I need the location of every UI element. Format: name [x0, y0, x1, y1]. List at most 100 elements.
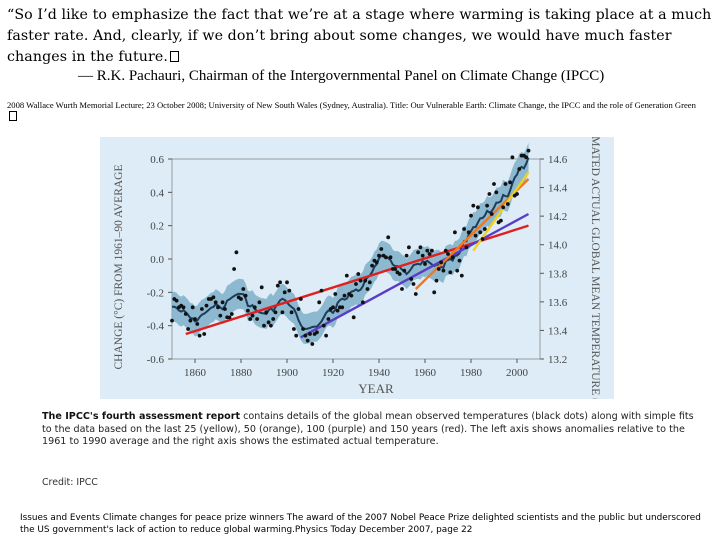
data-point	[213, 300, 218, 305]
data-point	[342, 293, 347, 298]
data-point	[418, 245, 423, 250]
data-point	[200, 307, 204, 311]
x-tick-label-2: 1900	[276, 367, 299, 379]
data-point	[365, 287, 370, 291]
figure-caption: The IPCC's fourth assessment report cont…	[42, 411, 704, 449]
data-point	[188, 318, 193, 323]
data-point	[308, 332, 312, 336]
data-point	[492, 182, 496, 186]
data-point	[243, 293, 248, 298]
data-point	[432, 290, 437, 295]
data-point	[321, 323, 326, 328]
data-point	[232, 267, 237, 271]
data-point	[464, 245, 469, 250]
data-point	[259, 285, 264, 290]
data-point	[411, 282, 416, 286]
x-tick-label-1: 1880	[230, 367, 253, 379]
data-point	[229, 312, 234, 316]
data-point	[476, 205, 480, 210]
data-point	[402, 268, 407, 273]
y-right-tick-label-7: 13.2	[548, 354, 567, 366]
data-point	[505, 202, 510, 206]
data-point	[420, 253, 425, 258]
data-point	[170, 318, 174, 323]
data-point	[216, 305, 220, 310]
data-point	[197, 333, 202, 338]
data-point	[310, 342, 315, 346]
data-point	[384, 255, 388, 260]
data-point	[404, 253, 409, 258]
data-point	[301, 327, 305, 331]
data-point	[430, 248, 434, 253]
data-point	[377, 253, 381, 258]
y-tick-label-2: 0.2	[150, 221, 164, 233]
data-point	[280, 310, 285, 315]
data-point	[285, 280, 289, 285]
data-point	[361, 300, 365, 305]
y-right-tick-label-0: 14.6	[548, 154, 568, 166]
quote-text: “So I’d like to emphasize the fact that …	[7, 5, 713, 68]
data-point	[305, 338, 310, 343]
data-point	[250, 313, 255, 318]
quote-body: “So I’d like to emphasize the fact that …	[7, 7, 712, 65]
data-point	[462, 227, 466, 231]
data-point	[485, 203, 489, 208]
replacement-box-icon-2	[9, 111, 17, 121]
data-point	[487, 192, 492, 196]
y-tick-label-1: 0.4	[150, 187, 164, 199]
data-point	[374, 260, 379, 265]
data-point	[248, 317, 253, 321]
replacement-box-icon	[170, 51, 179, 62]
y-axis-label: CHANGE (°C) FROM 1961–90 AVERAGE	[113, 164, 125, 369]
data-point	[478, 230, 483, 235]
data-point	[273, 310, 278, 315]
x-tick-label-0: 1860	[184, 367, 207, 379]
data-point	[407, 245, 411, 250]
data-point	[388, 255, 393, 260]
data-point	[363, 278, 368, 283]
data-point	[262, 323, 266, 328]
data-point	[413, 292, 418, 296]
plot-frame	[171, 158, 541, 360]
lecture-reference: 2008 Wallace Wurth Memorial Lecture; 23 …	[7, 99, 697, 123]
data-point	[223, 307, 227, 311]
data-point	[202, 332, 207, 336]
data-point	[480, 237, 485, 241]
data-point	[439, 260, 443, 265]
data-point	[349, 293, 354, 298]
data-point	[459, 273, 464, 278]
data-point	[443, 248, 448, 253]
data-point	[409, 277, 414, 281]
data-point	[257, 300, 262, 305]
data-point	[455, 268, 460, 273]
data-point	[324, 333, 328, 338]
data-point	[278, 280, 282, 285]
y-right-tick-label-6: 13.4	[548, 325, 568, 337]
y-tick-label-6: -0.6	[147, 354, 165, 366]
data-point	[370, 263, 374, 268]
data-point	[186, 327, 190, 331]
data-point	[441, 268, 446, 273]
x-tick-label-6: 1980	[460, 367, 483, 379]
data-point	[317, 300, 322, 305]
data-point	[211, 295, 216, 300]
data-point	[358, 278, 363, 283]
source-citation: Issues and Events Climate changes for pe…	[20, 513, 701, 535]
data-point	[294, 333, 299, 338]
data-point	[181, 305, 186, 310]
data-point	[386, 235, 391, 240]
data-point	[319, 288, 324, 293]
data-point	[193, 317, 197, 321]
y-tick-label-0: 0.6	[150, 154, 164, 166]
data-point	[501, 205, 506, 210]
data-point	[239, 297, 243, 301]
data-point	[303, 333, 308, 338]
data-point	[367, 280, 372, 285]
chart-svg: 0.6 0.4 0.2 0.0 -0.2 -0.4 -0.6 14.6 14.4 14.2 14.0…	[113, 137, 601, 399]
data-point	[234, 250, 239, 255]
data-point	[457, 258, 462, 263]
y-tick-label-5: -0.4	[147, 321, 165, 333]
data-point	[524, 155, 529, 160]
data-point	[494, 190, 499, 195]
data-point	[436, 267, 441, 271]
